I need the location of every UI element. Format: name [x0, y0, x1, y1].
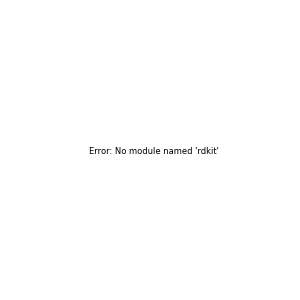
Text: Error: No module named 'rdkit': Error: No module named 'rdkit' — [89, 147, 219, 156]
